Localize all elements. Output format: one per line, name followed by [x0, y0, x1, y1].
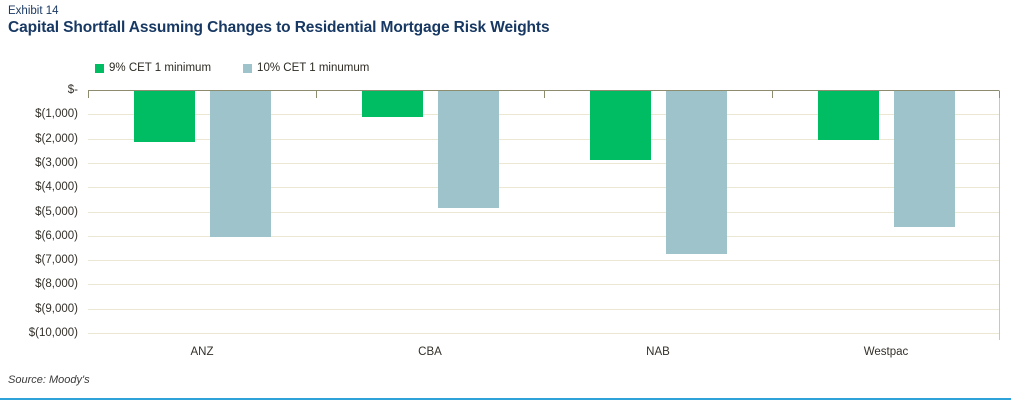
x-axis-tick	[88, 91, 89, 98]
y-axis-tick-label: $(3,000)	[35, 156, 78, 169]
y-axis-tick-label: $(5,000)	[35, 205, 78, 218]
x-axis-label: NAB	[646, 346, 670, 358]
y-axis-tick-label: $(9,000)	[35, 302, 78, 315]
exhibit-label: Exhibit 14	[8, 5, 59, 17]
x-axis-tick	[544, 91, 545, 98]
gridline	[88, 114, 1000, 116]
legend-label-9pct-cet1: 9% CET 1 minimum	[109, 62, 212, 74]
x-axis-zero-line	[88, 90, 1000, 91]
y-axis-tick-label: $(8,000)	[35, 278, 78, 291]
bar-nab-series-1	[665, 91, 727, 254]
gridline	[88, 235, 1000, 237]
x-axis-tick	[316, 91, 317, 98]
gridline	[88, 138, 1000, 140]
gridline	[88, 260, 1000, 262]
y-axis-tick-label: $-	[67, 84, 78, 96]
gridline	[88, 284, 1000, 286]
bar-cba-series-1	[437, 91, 499, 208]
legend-swatch-green	[95, 63, 104, 73]
gridline	[88, 308, 1000, 310]
y-axis-tick-label: $(4,000)	[35, 181, 78, 194]
plot-right-border	[999, 90, 1000, 340]
y-axis-tick-label: $(2,000)	[35, 132, 78, 145]
y-axis-tick-label: $(6,000)	[35, 229, 78, 242]
bottom-divider-rule	[0, 398, 1011, 400]
x-axis-label: ANZ	[190, 346, 214, 358]
bar-anz-series-1	[209, 91, 271, 237]
x-axis-label: Westpac	[863, 346, 909, 358]
x-axis-label: CBA	[418, 346, 442, 358]
y-axis-tick-label: $(7,000)	[35, 254, 78, 267]
x-axis-tick	[999, 91, 1000, 98]
gridline	[88, 162, 1000, 164]
gridline	[88, 211, 1000, 213]
chart-title: Capital Shortfall Assuming Changes to Re…	[8, 19, 550, 36]
gridline	[88, 187, 1000, 189]
legend-item-9pct-cet1: 9% CET 1 minimum	[95, 62, 211, 74]
y-axis-tick-label: $(10,000)	[28, 327, 78, 339]
legend-item-10pct-cet1: 10% CET 1 minumum	[243, 62, 369, 74]
bar-westpac-series-1	[893, 91, 955, 228]
plot-area: $- $(1,000) $(2,000) $(3,000) $(4,000) $(5,00…	[29, 84, 1000, 358]
chart-legend: 9% CET 1 minimum 10% CET 1 minumum	[95, 62, 369, 74]
legend-label-10pct-cet1: 10% CET 1 minumum	[257, 62, 370, 74]
bar-nab-series-0	[589, 91, 651, 161]
gridline	[88, 333, 1000, 334]
bar-westpac-series-0	[817, 91, 879, 140]
source-note: Source: Moody's	[8, 374, 90, 386]
legend-swatch-bluegray	[243, 63, 253, 73]
bar-cba-series-0	[361, 91, 423, 117]
y-axis-tick-label: $(1,000)	[35, 108, 78, 121]
bar-anz-series-0	[133, 91, 195, 143]
x-axis-tick	[772, 91, 773, 98]
